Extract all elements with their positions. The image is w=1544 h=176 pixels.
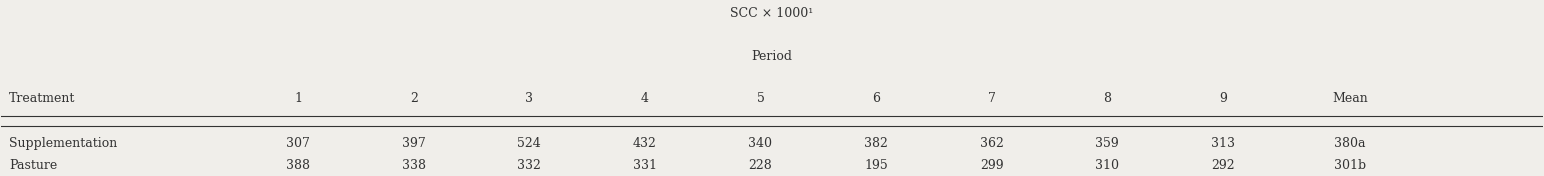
Text: 228: 228 [749,159,772,172]
Text: 524: 524 [517,137,540,150]
Text: 388: 388 [286,159,310,172]
Text: 397: 397 [401,137,426,150]
Text: 331: 331 [633,159,656,172]
Text: 332: 332 [517,159,542,172]
Text: 382: 382 [865,137,888,150]
Text: 380a: 380a [1334,137,1366,150]
Text: 359: 359 [1095,137,1119,150]
Text: SCC × 1000¹: SCC × 1000¹ [730,7,814,20]
Text: Supplementation: Supplementation [9,137,117,150]
Text: 307: 307 [286,137,310,150]
Text: Mean: Mean [1332,92,1368,105]
Text: Pasture: Pasture [9,159,57,172]
Text: 292: 292 [1210,159,1235,172]
Text: 432: 432 [633,137,656,150]
Text: 362: 362 [980,137,1004,150]
Text: 195: 195 [865,159,888,172]
Text: 1: 1 [293,92,303,105]
Text: Period: Period [752,50,792,63]
Text: 9: 9 [1218,92,1227,105]
Text: 6: 6 [872,92,880,105]
Text: 4: 4 [641,92,648,105]
Text: 310: 310 [1095,159,1119,172]
Text: 338: 338 [401,159,426,172]
Text: 2: 2 [409,92,417,105]
Text: 3: 3 [525,92,533,105]
Text: 8: 8 [1104,92,1112,105]
Text: 5: 5 [757,92,764,105]
Text: 7: 7 [988,92,996,105]
Text: 301b: 301b [1334,159,1366,172]
Text: 299: 299 [980,159,1004,172]
Text: 313: 313 [1210,137,1235,150]
Text: Treatment: Treatment [9,92,76,105]
Text: 340: 340 [749,137,772,150]
